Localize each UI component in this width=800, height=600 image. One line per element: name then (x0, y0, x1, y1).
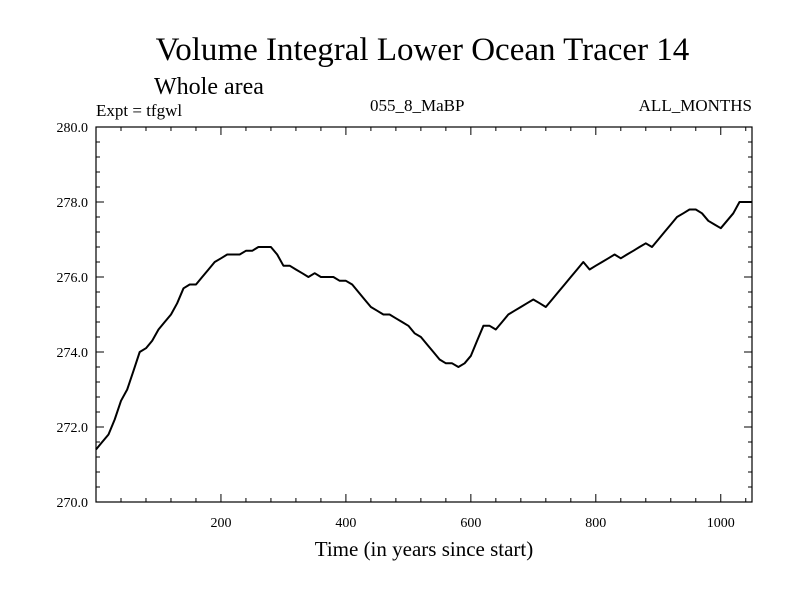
chart-axes (95, 126, 753, 503)
x-tick-label: 600 (460, 516, 481, 531)
chart-series (95, 201, 752, 451)
experiment-label: Expt = tfgwl (96, 101, 183, 120)
plot-frame (95, 126, 753, 503)
y-tick-label: 272.0 (57, 421, 89, 436)
y-tick-label: 270.0 (57, 496, 89, 511)
series-line (95, 201, 752, 451)
chart-ticks: 270.0 272.0 274.0 276.0 278.0 280.0 200 400 600 8… (57, 121, 752, 531)
chart-title: Volume Integral Lower Ocean Tracer 14 (155, 32, 690, 68)
x-tick-label: 1000 (707, 516, 735, 531)
y-tick-label: 276.0 (57, 271, 89, 286)
y-tick-label: 278.0 (57, 196, 89, 211)
x-tick-label: 400 (335, 516, 356, 531)
x-axis-label: Time (in years since start) (314, 537, 534, 561)
run-label: 055_8_MaBP (370, 96, 465, 115)
months-label: ALL_MONTHS (638, 96, 752, 115)
x-tick-label: 800 (585, 516, 606, 531)
chart-subtitle: Whole area (154, 74, 264, 100)
x-tick-label: 200 (210, 516, 231, 531)
y-tick-label: 280.0 (57, 121, 89, 136)
y-tick-label: 274.0 (57, 346, 89, 361)
